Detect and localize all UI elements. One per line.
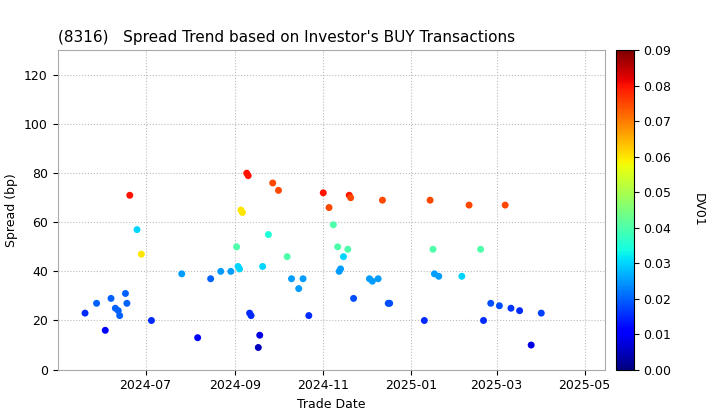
Point <box>135 251 147 257</box>
Point <box>225 268 237 275</box>
Point <box>332 244 343 250</box>
Point <box>475 246 487 253</box>
Point <box>328 221 339 228</box>
Point <box>384 300 395 307</box>
Point <box>494 302 505 309</box>
Point <box>456 273 467 280</box>
Point <box>273 187 284 194</box>
Point <box>120 290 131 297</box>
Point <box>233 263 244 270</box>
Point <box>121 300 132 307</box>
Point <box>464 202 475 208</box>
Y-axis label: Spread (bp): Spread (bp) <box>6 173 19 247</box>
Point <box>424 197 436 204</box>
Point <box>114 312 125 319</box>
Text: DV01: DV01 <box>692 193 705 227</box>
Point <box>345 194 356 201</box>
Point <box>335 265 346 272</box>
Point <box>254 332 266 339</box>
Point <box>205 276 217 282</box>
Point <box>297 276 309 282</box>
Point <box>267 180 279 186</box>
Point <box>427 246 438 253</box>
Point <box>303 312 315 319</box>
Point <box>333 268 345 275</box>
Point <box>105 295 117 302</box>
Point <box>263 231 274 238</box>
Point <box>372 276 384 282</box>
Point <box>348 295 359 302</box>
Point <box>293 285 305 292</box>
Point <box>536 310 547 317</box>
Point <box>418 317 430 324</box>
Point <box>338 253 349 260</box>
Point <box>79 310 91 317</box>
Point <box>500 202 511 208</box>
Point <box>109 305 121 312</box>
Point <box>91 300 102 307</box>
Point <box>318 189 329 196</box>
Point <box>215 268 227 275</box>
Point <box>235 207 247 213</box>
Point <box>112 307 124 314</box>
Point <box>514 307 526 314</box>
Point <box>382 300 394 307</box>
Point <box>257 263 269 270</box>
Point <box>364 276 375 282</box>
Point <box>505 305 517 312</box>
Point <box>377 197 388 204</box>
Point <box>282 253 293 260</box>
Point <box>366 278 378 285</box>
Point <box>485 300 497 307</box>
Point <box>231 244 243 250</box>
Point <box>145 317 157 324</box>
Text: (8316)   Spread Trend based on Investor's BUY Transactions: (8316) Spread Trend based on Investor's … <box>58 30 515 45</box>
Point <box>342 246 354 253</box>
Point <box>526 342 537 349</box>
Point <box>246 312 257 319</box>
Point <box>428 270 440 277</box>
Point <box>99 327 111 333</box>
Point <box>343 192 355 199</box>
Point <box>243 172 254 179</box>
Point <box>244 310 256 317</box>
Point <box>131 226 143 233</box>
Point <box>234 265 246 272</box>
Point <box>323 204 335 211</box>
Point <box>124 192 135 199</box>
Point <box>253 344 264 351</box>
Point <box>237 209 248 216</box>
Point <box>433 273 444 280</box>
Point <box>192 334 204 341</box>
X-axis label: Trade Date: Trade Date <box>297 398 366 411</box>
Point <box>241 170 253 176</box>
Point <box>286 276 297 282</box>
Point <box>478 317 490 324</box>
Point <box>176 270 187 277</box>
